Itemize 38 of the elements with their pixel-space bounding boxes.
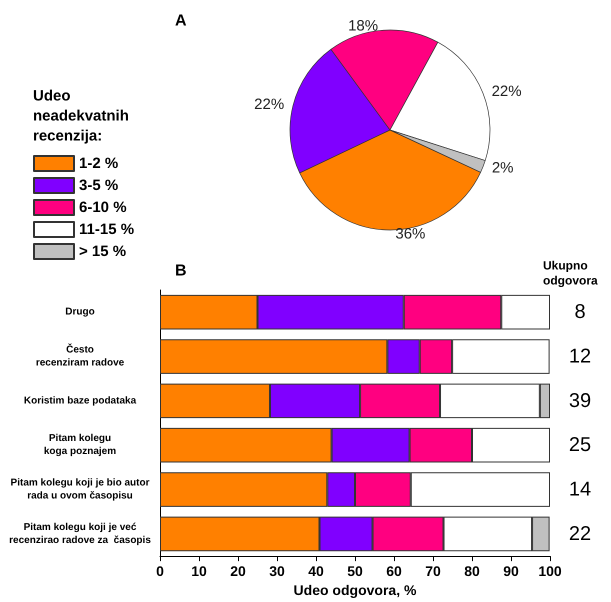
data-label: 2% — [492, 159, 514, 176]
data-label: 36% — [395, 226, 426, 242]
data-label: 22% — [492, 82, 522, 100]
x-tick-label: 60 — [386, 563, 402, 580]
text: 25 — [568, 434, 592, 456]
y-tick-label: Drugo — [65, 306, 95, 318]
y-tick-label: Koristim baze podataka — [24, 395, 137, 406]
x-tick-label: 0 — [156, 563, 164, 580]
text: 8 — [574, 301, 586, 324]
x-tick-label: 10 — [191, 563, 207, 580]
text: 39 — [568, 390, 592, 412]
x-tick-label: 80 — [464, 563, 480, 580]
data-label: 22% — [254, 96, 284, 113]
text: Ukupno odgovora — [543, 258, 598, 288]
x-tick-label: 90 — [503, 563, 519, 580]
legend-label: 6-10 % — [79, 199, 127, 216]
legend-label: 1-2 % — [79, 155, 118, 172]
x-tick-label: 20 — [230, 563, 246, 580]
y-tick-label: Pitam kolegu koji je već recenzirao radove za časopis — [9, 522, 152, 546]
y-tick-label: Često recenziram radove — [36, 344, 125, 369]
x-tick-label: 70 — [425, 563, 441, 580]
chart-title: B — [175, 262, 187, 280]
y-tick-label: Pitam kolegu koga poznajem — [44, 433, 116, 458]
legend-label: 11-15 % — [79, 221, 134, 238]
x-tick-label: 40 — [308, 563, 324, 580]
data-label: 18% — [348, 18, 378, 35]
x-tick-label: 100 — [538, 563, 562, 580]
x-tick-label: 30 — [269, 563, 285, 580]
legend-label: 3-5 % — [79, 177, 118, 194]
text: 14 — [568, 478, 592, 501]
text: 12 — [568, 346, 592, 368]
y-tick-label: Pitam kolegu koji je bio autor rada u ovom časopisu — [10, 478, 150, 502]
chart-title: A — [175, 12, 187, 30]
legend-label: > 15 % — [79, 243, 126, 260]
x-tick-label: 50 — [347, 563, 363, 580]
legend-title: Udeo neadekvatnih recenzija: — [33, 88, 134, 144]
text: 22 — [568, 522, 592, 545]
x-axis-title: Udeo odgovora, % — [294, 582, 417, 598]
